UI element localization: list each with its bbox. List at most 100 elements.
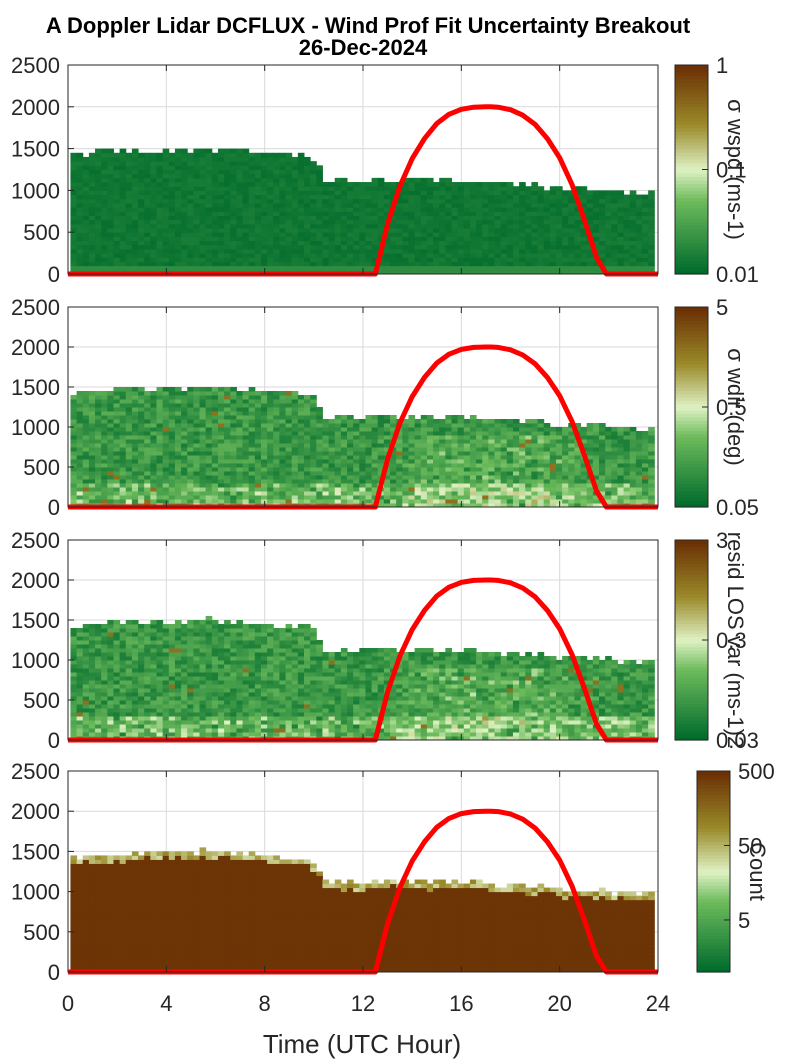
heatmap-cell — [297, 395, 305, 400]
heatmap-cell — [426, 236, 434, 242]
heatmap-cell — [353, 431, 360, 436]
heatmap-cell — [488, 471, 496, 476]
heatmap-cell — [76, 257, 84, 262]
heatmap-cell — [273, 257, 280, 262]
heatmap-cell — [174, 495, 182, 500]
heatmap-cell — [242, 395, 250, 400]
heatmap-cell — [291, 435, 299, 440]
heatmap-cell — [623, 232, 631, 237]
heatmap-cell — [611, 475, 618, 480]
heatmap-cell — [568, 215, 575, 221]
heatmap-cell — [156, 395, 164, 400]
heatmap-cell — [205, 451, 213, 456]
heatmap-cell — [439, 236, 446, 242]
heatmap-cell — [512, 487, 520, 492]
heatmap-cell — [150, 399, 157, 404]
heatmap-cell — [605, 198, 612, 204]
heatmap-cell — [131, 202, 139, 208]
heatmap-cell — [359, 431, 366, 436]
heatmap-cell — [420, 190, 428, 196]
heatmap-cell — [353, 419, 360, 424]
heatmap-cell — [156, 232, 164, 237]
heatmap-cell — [488, 455, 496, 460]
heatmap-cell — [463, 419, 471, 424]
heatmap-cell — [347, 257, 354, 262]
heatmap-cell — [568, 265, 575, 271]
heatmap-cell — [353, 451, 360, 456]
heatmap-cell — [193, 207, 201, 212]
heatmap-cell — [187, 431, 194, 436]
heatmap-cell — [408, 419, 416, 424]
heatmap-cell — [199, 215, 207, 221]
heatmap-cell — [549, 471, 557, 476]
heatmap-cell — [316, 479, 323, 484]
heatmap-cell — [144, 467, 151, 472]
heatmap-cell — [205, 152, 213, 158]
heatmap-cell — [359, 427, 366, 432]
heatmap-cell — [76, 248, 84, 254]
heatmap-cell — [211, 261, 219, 267]
heatmap-cell — [525, 427, 532, 432]
heatmap-cell — [291, 447, 299, 452]
heatmap-cell — [420, 228, 428, 233]
heatmap-cell — [217, 467, 225, 472]
heatmap-cell — [88, 415, 96, 420]
heatmap-cell — [273, 487, 280, 492]
heatmap-cell — [297, 232, 305, 237]
heatmap-cell — [273, 435, 280, 440]
heatmap-cell — [365, 190, 373, 196]
heatmap-cell — [76, 483, 84, 488]
heatmap-cell — [181, 165, 188, 170]
heatmap-cell — [543, 487, 551, 492]
heatmap-cell — [101, 186, 108, 191]
heatmap-cell — [500, 190, 508, 196]
heatmap-cell — [242, 240, 250, 246]
heatmap-cell — [408, 483, 416, 488]
heatmap-cell — [408, 447, 416, 452]
heatmap-cell — [193, 177, 201, 183]
heatmap-cell — [70, 728, 78, 733]
heatmap-cell — [260, 177, 268, 183]
heatmap-cell — [279, 499, 287, 504]
heatmap-cell — [586, 455, 594, 460]
figure-title-line1: A Doppler Lidar DCFLUX - Wind Prof Fit U… — [46, 13, 691, 38]
heatmap-cell — [617, 236, 625, 242]
heatmap-cell — [138, 419, 145, 424]
heatmap-cell — [562, 495, 569, 500]
heatmap-cell — [383, 261, 391, 267]
heatmap-cell — [236, 411, 244, 416]
heatmap-cell — [439, 257, 446, 262]
heatmap-cell — [70, 156, 78, 162]
heatmap-cell — [605, 455, 612, 460]
heatmap-cell — [408, 503, 416, 508]
heatmap-cell — [107, 459, 114, 464]
heatmap-cell — [402, 265, 409, 271]
heatmap-cell — [211, 232, 219, 237]
heatmap-cell — [586, 423, 594, 428]
heatmap-cell — [457, 190, 465, 196]
heatmap-cell — [439, 269, 446, 275]
heatmap-cell — [482, 451, 489, 456]
heatmap-cell — [101, 391, 108, 396]
heatmap-cell — [199, 202, 207, 208]
heatmap-cell — [648, 483, 655, 488]
heatmap-cell — [248, 475, 256, 480]
heatmap-cell — [543, 447, 551, 452]
heatmap-cell — [328, 236, 336, 242]
heatmap-cell — [629, 459, 637, 464]
heatmap-cell — [451, 471, 459, 476]
heatmap-cell — [144, 451, 151, 456]
heatmap-cell — [605, 232, 612, 237]
heatmap-cell — [181, 451, 188, 456]
heatmap-cell — [82, 169, 90, 175]
heatmap-cell — [279, 423, 287, 428]
heatmap-cell — [224, 495, 231, 500]
heatmap-cell — [236, 236, 244, 242]
heatmap-cell — [482, 431, 489, 436]
heatmap-cell — [211, 431, 219, 436]
heatmap-cell — [555, 219, 563, 225]
heatmap-cell — [525, 228, 532, 233]
heatmap-cell — [439, 182, 446, 187]
heatmap-cell — [586, 447, 594, 452]
heatmap-cell — [568, 194, 575, 200]
